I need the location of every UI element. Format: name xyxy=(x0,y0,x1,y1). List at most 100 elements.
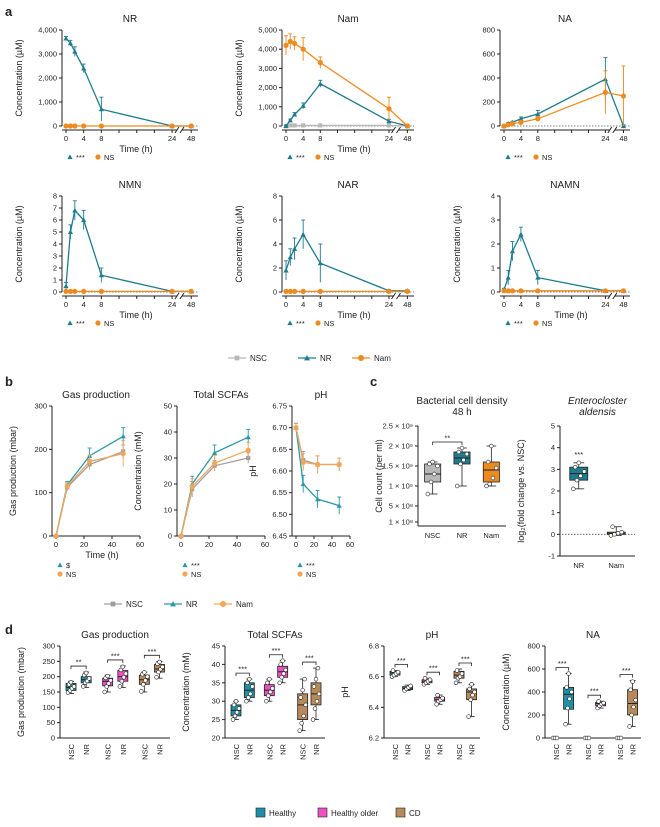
y-tick-label: 100 xyxy=(42,703,55,712)
x-tick-label: 0 xyxy=(294,540,298,549)
axis-break-mark xyxy=(607,126,613,134)
y-tick-label: 300 xyxy=(42,642,55,651)
series-line xyxy=(180,449,249,537)
chart-d4: NA 0 200 400 600 800 Concentration (µM) NSC NR NS… xyxy=(501,630,641,760)
data-point xyxy=(300,459,306,465)
data-point xyxy=(277,680,282,685)
data-point xyxy=(602,288,609,294)
y-tick-label: 1,000 xyxy=(258,102,277,111)
legend-marker xyxy=(110,601,116,607)
x-tick-label: NR xyxy=(468,743,477,754)
y-tick-label: 600 xyxy=(482,50,495,59)
data-point xyxy=(120,664,126,670)
legend-label: Healthy xyxy=(269,809,296,818)
data-point xyxy=(509,121,516,127)
sig-label: *** xyxy=(296,153,305,162)
x-tick-label: NR xyxy=(565,743,574,754)
y-tick-label: 2 × 10⁹ xyxy=(389,442,413,451)
data-point xyxy=(310,717,316,722)
data-point xyxy=(283,667,288,673)
y-tick-label: 6.45 xyxy=(272,532,287,541)
data-point xyxy=(565,705,570,711)
y-tick-label: 400 xyxy=(482,74,495,83)
data-point xyxy=(535,111,541,117)
chart-title: NR xyxy=(123,14,137,25)
y-axis-label: Concentration (µM) xyxy=(14,39,24,116)
data-point xyxy=(67,123,74,129)
sig-label: ** xyxy=(444,434,450,443)
data-point xyxy=(283,123,289,129)
y-tick-label: 6.55 xyxy=(272,488,287,497)
y-tick-label: 35 xyxy=(212,678,220,687)
data-point xyxy=(81,217,87,223)
y-tick-label: 50 xyxy=(47,718,55,727)
series-Nam xyxy=(283,33,410,129)
sig-bracket xyxy=(70,665,87,670)
data-point xyxy=(314,698,320,704)
legend-label: NSC xyxy=(250,354,267,363)
data-point xyxy=(81,288,87,294)
y-tick-label: 0 xyxy=(43,532,47,541)
sig-bracket xyxy=(268,654,284,658)
y-tick-label: 4 xyxy=(491,192,495,201)
data-point xyxy=(188,123,194,129)
data-point xyxy=(291,40,298,47)
x-tick-label: NSC xyxy=(455,743,464,759)
axis-break-mark xyxy=(612,292,618,300)
box-0 xyxy=(550,735,561,741)
box-0 xyxy=(230,698,242,722)
series-NR xyxy=(283,219,410,293)
sig-label: *** xyxy=(305,654,314,663)
data-point xyxy=(292,123,297,128)
data-point xyxy=(567,696,572,702)
sig-marker xyxy=(297,562,303,568)
data-point xyxy=(629,712,634,718)
data-point xyxy=(315,496,321,502)
data-point xyxy=(313,676,319,682)
data-point xyxy=(169,123,175,129)
series-line xyxy=(503,232,624,292)
box-4 xyxy=(297,676,309,733)
x-tick-label: 0 xyxy=(179,540,183,549)
data-point xyxy=(390,668,396,673)
x-tick-label: 4 xyxy=(519,134,523,143)
x-tick-label: 0 xyxy=(502,300,506,309)
box-1 xyxy=(402,683,414,693)
y-tick-label: 1 × 10⁸ xyxy=(389,518,413,527)
data-point xyxy=(518,116,524,121)
chart-title: pH xyxy=(315,390,328,401)
sig-bracket xyxy=(302,661,317,666)
data-point xyxy=(178,533,184,539)
sig-marker xyxy=(57,571,63,577)
sig-bracket xyxy=(107,659,124,663)
y-tick-label: 2 xyxy=(551,487,555,496)
x-tick-label: 8 xyxy=(99,134,103,143)
y-tick-label: 1 xyxy=(53,276,57,285)
data-point xyxy=(395,669,401,675)
data-point xyxy=(154,675,159,680)
series-NR xyxy=(63,200,194,294)
chart-subtitle: 48 h xyxy=(452,407,471,418)
y-tick-label: 6.60 xyxy=(272,467,287,476)
sig-label: *** xyxy=(429,664,438,673)
y-tick-label: 0 xyxy=(273,122,277,131)
x-tick-label: NSC xyxy=(67,743,76,759)
data-point xyxy=(280,658,285,663)
data-point xyxy=(245,434,251,440)
chart-title: Bacterial cell density xyxy=(416,396,507,407)
sig-label: NS xyxy=(191,570,201,579)
sig-marker xyxy=(95,320,101,326)
x-tick-label: 8 xyxy=(318,300,322,309)
data-point xyxy=(245,680,250,685)
data-point xyxy=(232,713,238,719)
sig-label: *** xyxy=(397,656,406,665)
legend-item-nr: NR xyxy=(164,600,198,609)
sig-bracket xyxy=(555,667,569,671)
data-point xyxy=(118,667,124,673)
box-0 xyxy=(389,668,401,679)
y-axis-label: pH xyxy=(248,465,258,477)
series-NR xyxy=(53,427,126,539)
